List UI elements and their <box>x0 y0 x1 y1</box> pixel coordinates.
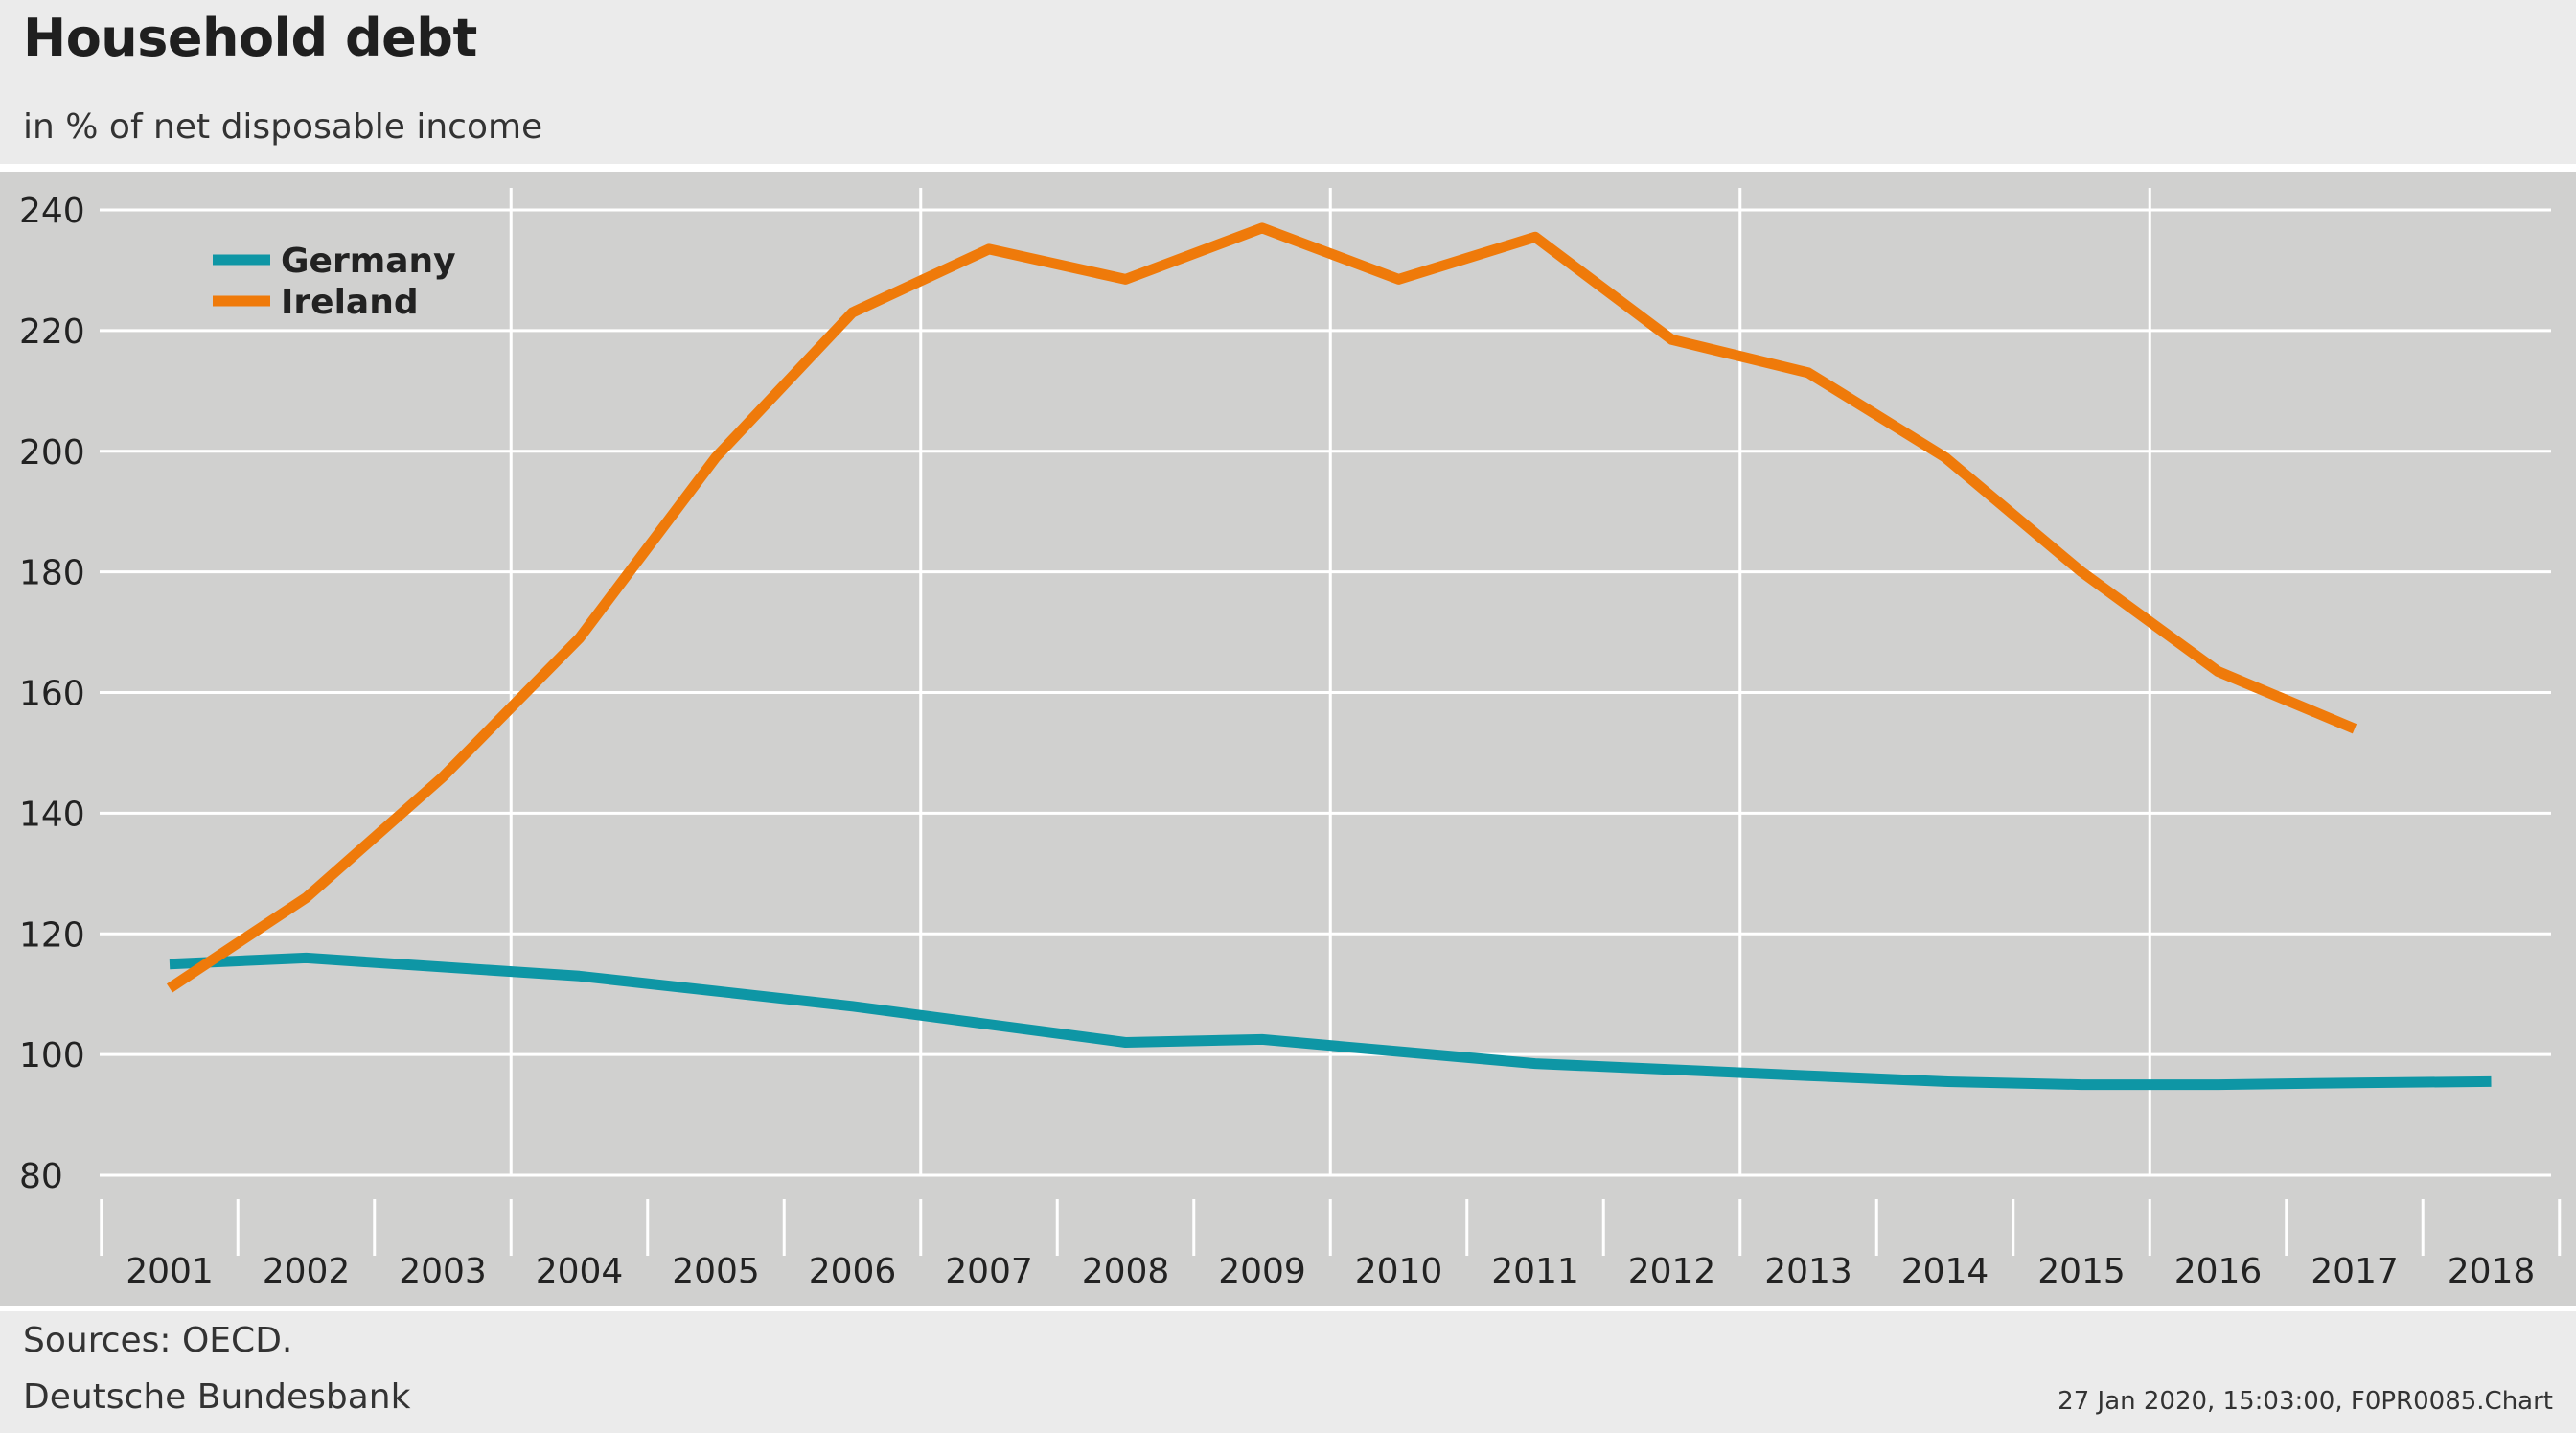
header-separator <box>0 164 2576 172</box>
series-line-germany <box>169 952 2492 1091</box>
plot-area <box>0 172 2576 1306</box>
source-note: Sources: OECD. <box>23 1321 293 1360</box>
y-tick-label: 160 <box>19 675 85 714</box>
x-tick-label-2009: 2009 <box>1218 1252 1306 1291</box>
series-lines <box>166 222 2492 1091</box>
axes: 80 100 120 140 160 180 200 220 240 2001 2002 2003 20… <box>19 192 2562 1291</box>
x-tick-label-2004: 2004 <box>536 1252 624 1291</box>
x-tick-label-2008: 2008 <box>1082 1252 1170 1291</box>
timestamp-stamp: 27 Jan 2020, 15:03:00, F0PR0085.Chart <box>2058 1387 2553 1416</box>
x-tick-label-2017: 2017 <box>2311 1252 2399 1291</box>
x-tick-label-2005: 2005 <box>672 1252 760 1291</box>
y-tick-label: 240 <box>19 192 85 231</box>
x-tick-label-2018: 2018 <box>2448 1252 2536 1291</box>
x-tick-label-2003: 2003 <box>399 1252 487 1291</box>
x-tick-label-2012: 2012 <box>1628 1252 1716 1291</box>
x-tick-label-2010: 2010 <box>1355 1252 1443 1291</box>
publisher-name: Deutsche Bundesbank <box>23 1377 411 1417</box>
x-tick-label-2016: 2016 <box>2174 1252 2263 1291</box>
x-tick-label-2013: 2013 <box>1764 1252 1852 1291</box>
chart-title: Household debt <box>23 8 477 68</box>
x-tick-label-2015: 2015 <box>2037 1252 2126 1291</box>
legend-label-ireland: Ireland <box>281 283 419 322</box>
x-tick-label-2001: 2001 <box>126 1252 214 1291</box>
y-tick-label: 200 <box>19 433 85 473</box>
x-tick-label-2002: 2002 <box>263 1252 351 1291</box>
series-line-ireland <box>166 222 2358 993</box>
y-tick-label: 220 <box>19 312 85 352</box>
y-tick-label: 180 <box>19 554 85 593</box>
footer-separator <box>0 1306 2576 1311</box>
chart-subtitle: in % of net disposable income <box>23 107 543 147</box>
x-tick-label-2006: 2006 <box>809 1252 897 1291</box>
y-tick-label: 140 <box>19 795 85 834</box>
x-tick-label-2011: 2011 <box>1491 1252 1579 1291</box>
x-tick-label-2014: 2014 <box>1901 1252 1990 1291</box>
x-tick-label-2007: 2007 <box>945 1252 1033 1291</box>
y-tick-label: 80 <box>19 1157 63 1196</box>
y-tick-label: 100 <box>19 1036 85 1075</box>
y-tick-label: 120 <box>19 915 85 955</box>
legend-label-germany: Germany <box>281 242 456 281</box>
grid-lines <box>100 188 2551 1177</box>
